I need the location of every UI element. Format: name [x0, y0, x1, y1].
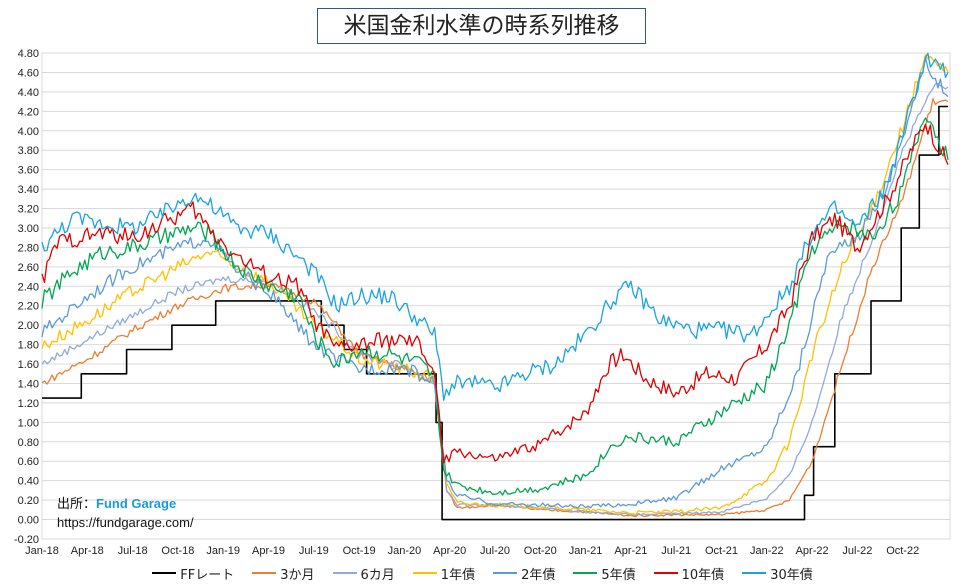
legend-label: 5年債: [601, 567, 636, 583]
y-tick-label: 3.60: [18, 165, 39, 177]
series-line-7: [41, 52, 949, 401]
legend-swatch: [573, 572, 598, 574]
y-tick-label: 2.60: [18, 262, 39, 274]
legend-item: 2年債: [493, 563, 555, 583]
y-tick-label: 4.60: [18, 67, 39, 79]
series-line-2: [41, 82, 949, 517]
x-tick-label: Jul-22: [842, 545, 872, 557]
source-label: 出所：: [57, 496, 97, 511]
x-tick-label: Apr-19: [252, 545, 285, 557]
y-tick-label: 4.20: [18, 106, 39, 118]
y-tick-label: 2.20: [18, 301, 39, 313]
y-tick-label: 3.40: [18, 184, 39, 196]
y-tick-label: 1.40: [18, 378, 39, 390]
legend-label: 2年債: [521, 567, 556, 583]
legend-swatch: [412, 572, 437, 574]
legend-label: 6カ月: [360, 567, 395, 583]
y-tick-label: 2.00: [18, 320, 39, 332]
legend-label: 1年債: [440, 567, 476, 583]
legend-item: 1年債: [412, 563, 476, 583]
series-line-5: [41, 117, 949, 496]
y-tick-label: 1.20: [18, 398, 39, 410]
legend-item: 10年債: [653, 563, 725, 583]
source-url[interactable]: https://fundgarage.com/: [57, 515, 194, 530]
x-tick-label: Jul-21: [661, 545, 691, 557]
legend-label: 10年債: [681, 567, 725, 583]
legend-item: FFレート: [152, 563, 234, 583]
x-tick-label: Apr-18: [71, 545, 104, 557]
chart-legend: FFレート 3か月 6カ月 1年債 2年債 5年債 10年債 30年債: [0, 563, 965, 583]
legend-label: 3か月: [280, 567, 315, 583]
y-tick-label: 4.80: [18, 48, 39, 60]
x-tick-label: Jul-19: [299, 545, 329, 557]
x-tick-label: Apr-20: [433, 545, 466, 557]
legend-label: 30年債: [770, 567, 813, 583]
y-tick-label: 0.80: [18, 437, 39, 449]
x-tick-label: Oct-18: [161, 545, 194, 557]
legend-swatch: [152, 572, 177, 574]
source-line: 出所：Fund Garage: [57, 493, 176, 512]
x-tick-label: Apr-22: [796, 545, 829, 557]
legend-swatch: [332, 572, 357, 574]
x-tick-label: Oct-22: [886, 545, 919, 557]
y-tick-label: 1.00: [18, 417, 39, 429]
source-name: Fund Garage: [96, 496, 177, 511]
y-tick-label: -0.20: [14, 534, 39, 546]
y-tick-label: 0.60: [18, 456, 39, 468]
legend-swatch: [653, 572, 678, 574]
x-tick-label: Jul-18: [118, 545, 148, 557]
legend-swatch: [742, 572, 767, 574]
y-tick-label: 1.80: [18, 340, 39, 352]
series-line-6: [41, 123, 949, 464]
y-tick-label: 2.80: [18, 242, 39, 254]
x-tick-label: Oct-21: [705, 545, 738, 557]
series-line-3: [41, 54, 949, 516]
x-tick-label: Jan-19: [206, 545, 240, 557]
x-tick-label: Oct-20: [524, 545, 557, 557]
legend-swatch: [493, 572, 518, 574]
y-tick-label: 1.60: [18, 359, 39, 371]
x-tick-label: Jan-20: [388, 545, 422, 557]
legend-item: 3か月: [252, 563, 315, 583]
x-tick-label: Apr-21: [614, 545, 647, 557]
y-tick-label: 0.00: [18, 515, 39, 527]
y-tick-label: 3.20: [18, 204, 39, 216]
y-tick-label: 2.40: [18, 281, 39, 293]
y-tick-label: 3.00: [18, 223, 39, 235]
y-tick-label: 0.20: [18, 495, 39, 507]
legend-item: 30年債: [742, 563, 813, 583]
chart-title: 米国金利水準の時系列推移: [317, 8, 646, 44]
x-tick-label: Jan-21: [569, 545, 603, 557]
x-tick-label: Jul-20: [480, 545, 510, 557]
y-tick-label: 3.80: [18, 145, 39, 157]
y-tick-label: 4.00: [18, 126, 39, 138]
y-tick-label: 4.40: [18, 87, 39, 99]
legend-swatch: [252, 572, 277, 574]
legend-label: FFレート: [180, 567, 235, 583]
x-tick-label: Oct-19: [343, 545, 376, 557]
x-tick-label: Jan-22: [750, 545, 784, 557]
y-tick-label: 0.40: [18, 476, 39, 488]
legend-item: 6カ月: [332, 563, 395, 583]
x-tick-label: Jan-18: [25, 545, 59, 557]
legend-item: 5年債: [573, 563, 636, 583]
series-line-4: [41, 56, 949, 509]
